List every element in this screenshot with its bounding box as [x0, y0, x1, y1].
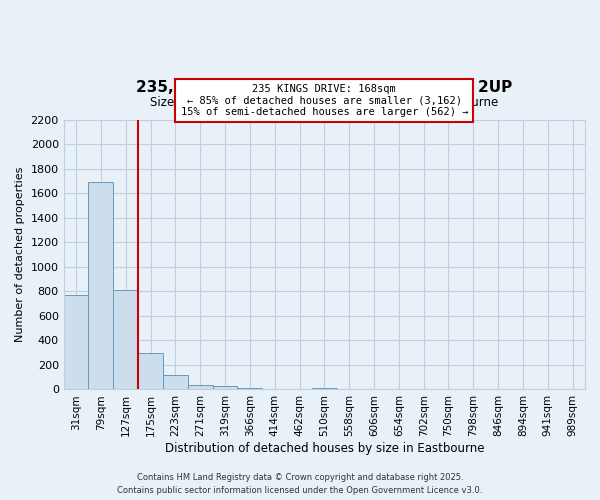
Bar	[88, 182, 113, 390]
Text: Contains HM Land Registry data © Crown copyright and database right 2025.
Contai: Contains HM Land Registry data © Crown c…	[118, 474, 482, 495]
X-axis label: Distribution of detached houses by size in Eastbourne: Distribution of detached houses by size …	[164, 442, 484, 455]
Bar	[312, 388, 337, 390]
Bar	[138, 352, 163, 390]
Bar	[238, 388, 262, 390]
Bar	[212, 386, 238, 390]
Y-axis label: Number of detached properties: Number of detached properties	[15, 167, 25, 342]
Bar	[113, 290, 138, 390]
Title: 235, KINGS DRIVE, EASTBOURNE, BN21 2UP: 235, KINGS DRIVE, EASTBOURNE, BN21 2UP	[136, 80, 512, 95]
Text: 235 KINGS DRIVE: 168sqm
← 85% of detached houses are smaller (3,162)
15% of semi: 235 KINGS DRIVE: 168sqm ← 85% of detache…	[181, 84, 468, 117]
Text: Size of property relative to detached houses in Eastbourne: Size of property relative to detached ho…	[150, 96, 499, 109]
Bar	[163, 374, 188, 390]
Bar	[64, 295, 88, 390]
Bar	[188, 384, 212, 390]
